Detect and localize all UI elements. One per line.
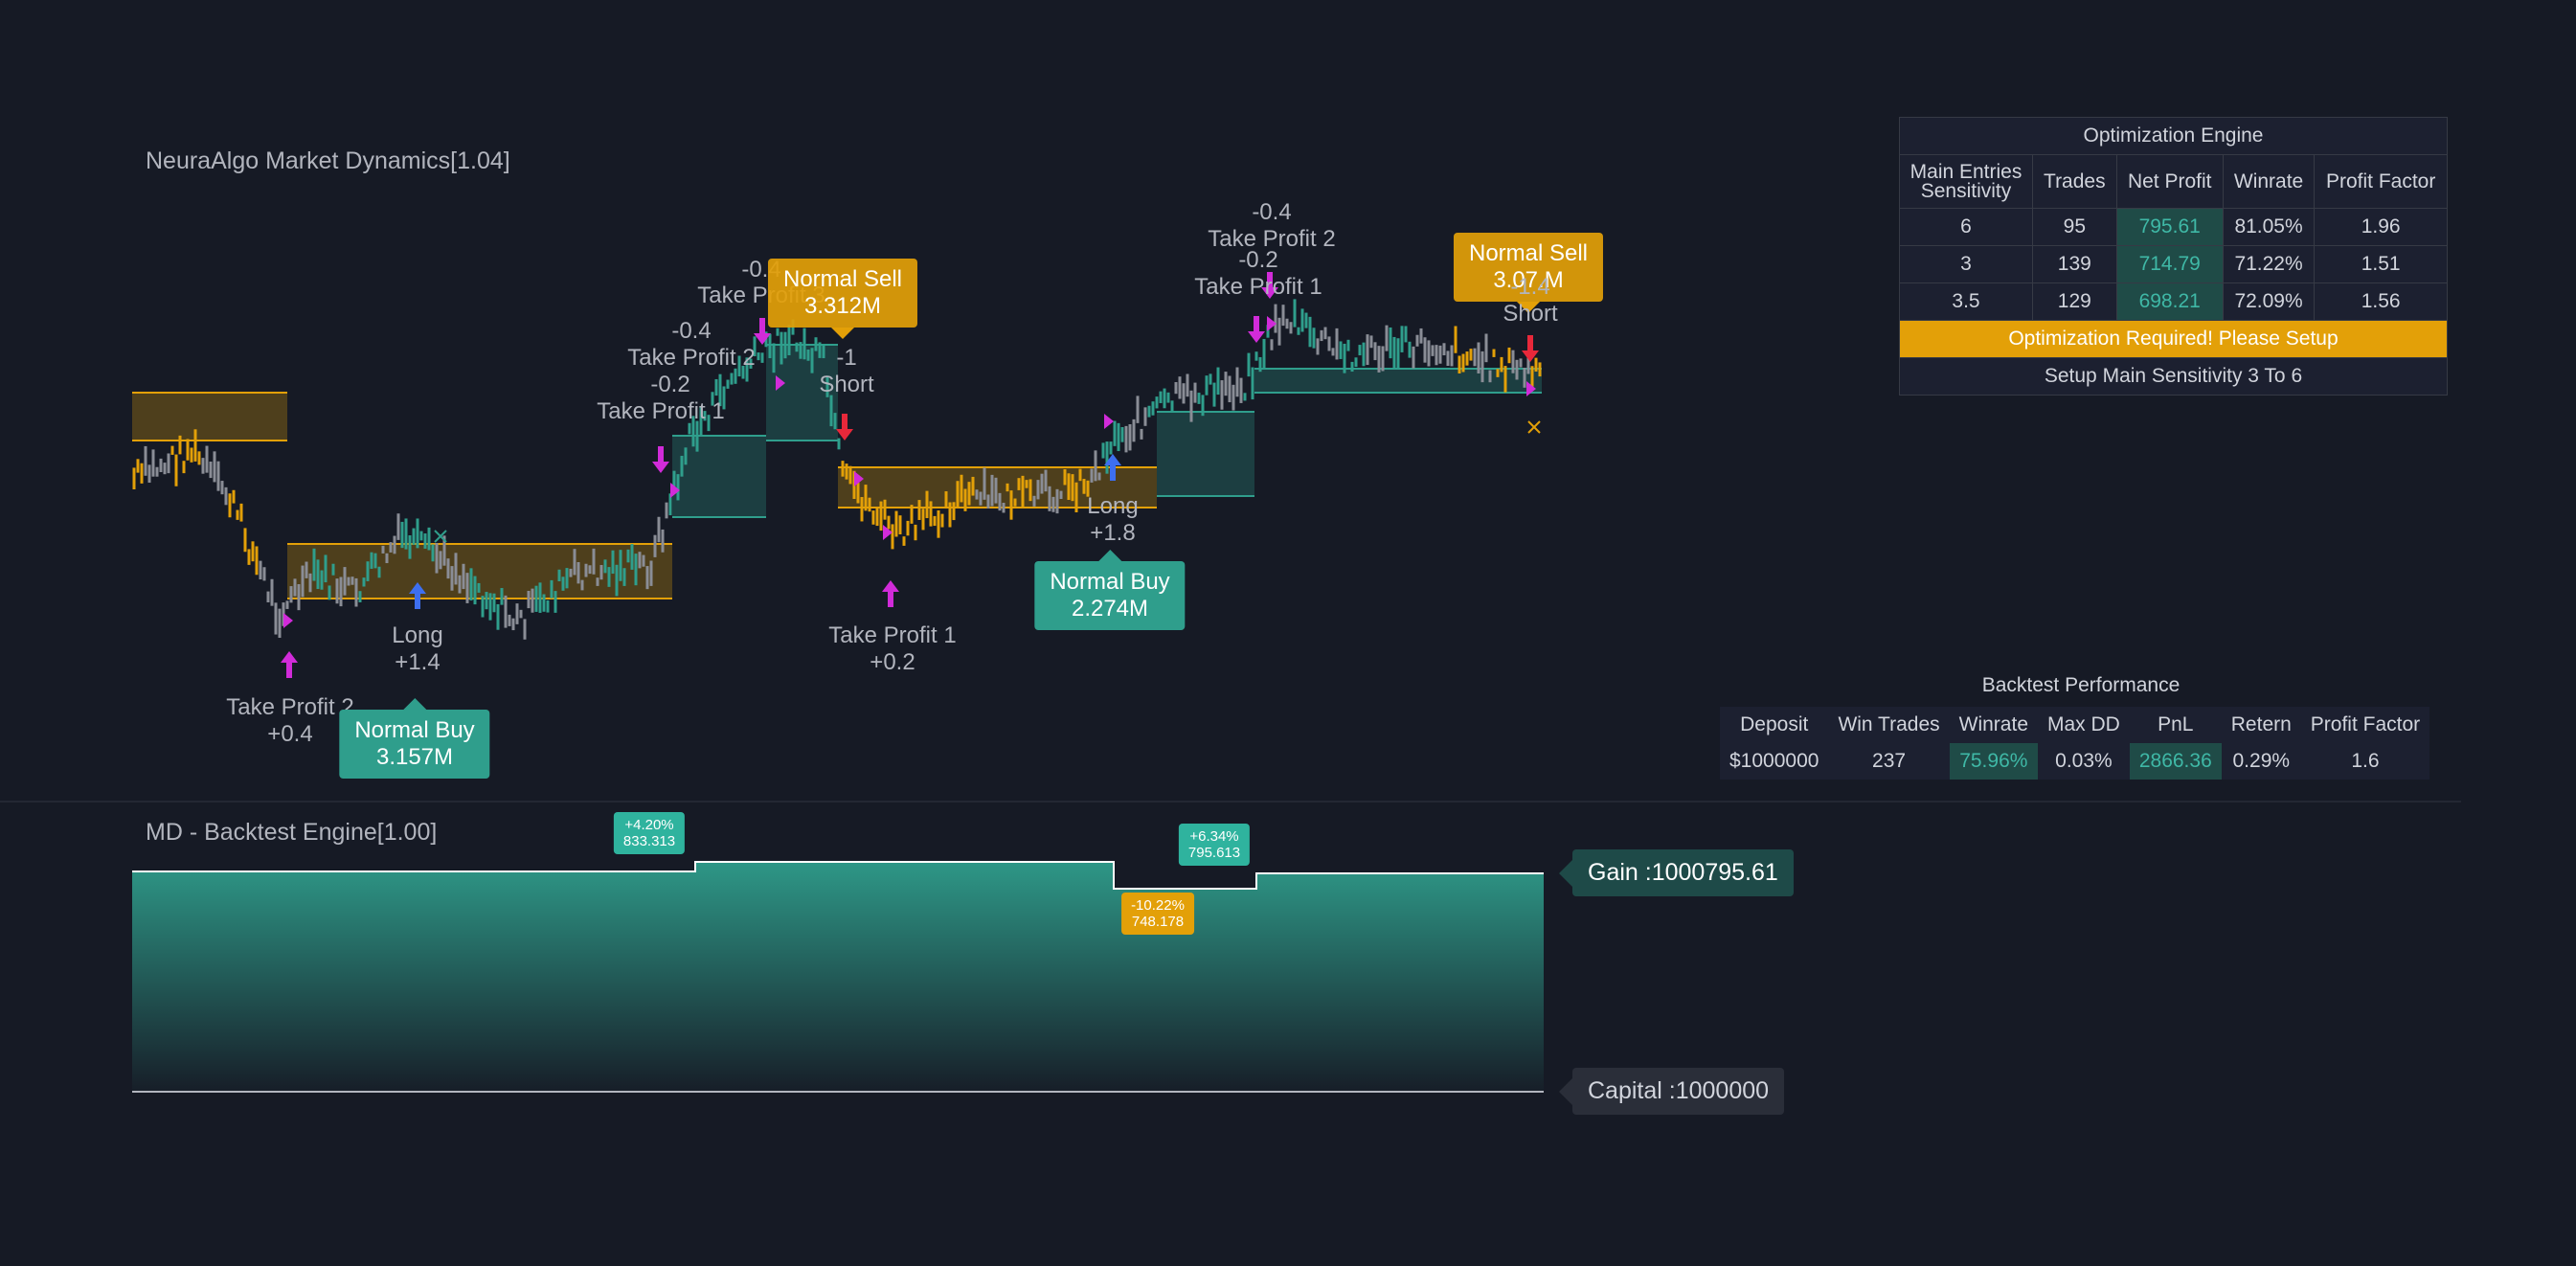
table-cell: 795.61 [2115, 208, 2224, 246]
equity-change-tag: +4.20% 833.313 [613, 812, 686, 854]
table-cell: 2866.36 [2129, 743, 2222, 780]
backtest-performance-table: Deposit Win Trades Winrate Max DD PnL Re… [1720, 707, 2430, 780]
take-profit-marker [670, 483, 680, 498]
optimization-warning: Optimization Required! Please Setup [1899, 320, 2448, 358]
backtest-title: MD - Backtest Engine[1.00] [146, 819, 438, 846]
take-profit-marker [776, 375, 785, 391]
take-profit-marker [1267, 316, 1277, 331]
normal-buy-tag: Normal Buy 3.157M [339, 698, 490, 779]
take-profit-label: Take Profit 2 [627, 345, 756, 371]
table-cell: 237 [1828, 743, 1950, 780]
table-cell: 0.03% [2038, 743, 2130, 780]
signal-arrow [836, 414, 853, 441]
table-cell: 72.09% [2222, 283, 2316, 321]
column-header: Profit Factor [2300, 707, 2430, 743]
table-cell: $1000000 [1720, 743, 1829, 780]
column-header: Profit Factor [2314, 154, 2448, 209]
column-header: Main Entries Sensitivity [1899, 154, 2033, 209]
table-cell: 75.96% [1949, 743, 2038, 780]
trend-band [132, 393, 287, 441]
long-label: Long +1.8 [1087, 493, 1139, 546]
table-cell: 714.79 [2115, 245, 2224, 283]
trend-band [1157, 412, 1254, 496]
signal-arrow [1261, 272, 1278, 299]
take-profit-label: Take Profit 1 +0.2 [828, 622, 957, 675]
table-cell: 95 [2032, 208, 2117, 246]
equity-line [132, 861, 1544, 890]
take-profit-label: -0.4 Take Profit 2 [1208, 199, 1336, 252]
table-cell: 139 [2032, 245, 2117, 283]
normal-buy-tag: Normal Buy 2.274M [1034, 550, 1186, 630]
optimization-title: Optimization Engine [1899, 117, 2448, 155]
take-profit-label: -0.2 [650, 372, 690, 397]
table-cell: 1.51 [2314, 245, 2448, 283]
equity-change-tag: -10.22% 748.178 [1121, 893, 1194, 935]
table-cell: 6 [1899, 208, 2033, 246]
take-profit-label: Take Profit 1 [597, 398, 725, 424]
take-profit-marker [854, 471, 864, 486]
table-cell: 81.05% [2222, 208, 2316, 246]
signal-arrow [652, 446, 669, 473]
column-header: Win Trades [1828, 707, 1950, 743]
equity-change-tag: +6.34% 795.613 [1178, 824, 1251, 866]
take-profit-label: -0.4 [671, 318, 712, 344]
table-cell: 0.29% [2221, 743, 2301, 780]
column-header: Max DD [2038, 707, 2130, 743]
take-profit-marker [1104, 414, 1114, 429]
signal-arrow [281, 651, 298, 678]
take-profit-marker [883, 525, 893, 540]
table-cell: 71.22% [2222, 245, 2316, 283]
signal-arrow [409, 582, 426, 609]
trend-band [672, 436, 766, 517]
gain-label: Gain :1000795.61 [1559, 849, 1794, 896]
column-header: PnL [2129, 707, 2222, 743]
short-label: -1.4 Short [1503, 274, 1558, 327]
signal-arrow [754, 318, 771, 345]
table-cell: 3.5 [1899, 283, 2033, 321]
column-header: Retern [2221, 707, 2301, 743]
normal-sell-tag: Normal Sell 3.07.M [1453, 233, 1604, 313]
signal-arrow [1248, 316, 1265, 343]
signal-arrow [882, 580, 899, 607]
take-profit-label: -0.2 Take Profit 1 [1194, 247, 1322, 300]
signal-arrow [1522, 335, 1539, 362]
table-cell: 1.56 [2314, 283, 2448, 321]
exit-x-icon [434, 530, 447, 543]
column-header: Winrate [2222, 154, 2316, 209]
table-cell: 698.21 [2115, 283, 2224, 321]
long-label: Long +1.4 [392, 622, 443, 675]
column-header: Net Profit [2115, 154, 2224, 209]
table-cell: 1.96 [2314, 208, 2448, 246]
column-header: Winrate [1949, 707, 2038, 743]
signal-arrow [1104, 454, 1121, 481]
table-cell: 129 [2032, 283, 2117, 321]
normal-sell-tag: Normal Sell 3.312M [767, 259, 918, 339]
pane-divider[interactable] [0, 801, 2461, 803]
trend-band [1254, 369, 1542, 393]
table-cell: 3 [1899, 245, 2033, 283]
column-header: Deposit [1720, 707, 1829, 743]
optimization-setup-hint: Setup Main Sensitivity 3 To 6 [1899, 357, 2448, 396]
exit-x-icon [1527, 420, 1541, 434]
capital-label: Capital :1000000 [1558, 1068, 1785, 1115]
take-profit-marker [1526, 381, 1536, 396]
backtest-performance-title: Backtest Performance [1981, 674, 2181, 696]
indicator-title: NeuraAlgo Market Dynamics[1.04] [146, 147, 510, 174]
equity-area [132, 862, 1544, 1092]
take-profit-label: Take Profit 2 +0.4 [226, 694, 354, 747]
table-cell: 1.6 [2300, 743, 2430, 780]
column-header: Trades [2032, 154, 2117, 209]
take-profit-marker [283, 613, 293, 628]
optimization-table: Optimization Engine Main Entries Sensitiv… [1899, 117, 2448, 396]
short-label: -1 Short [819, 345, 874, 397]
